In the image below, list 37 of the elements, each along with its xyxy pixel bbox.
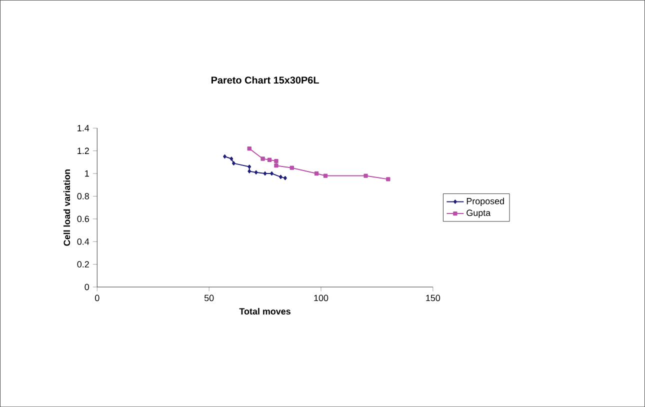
point (263, 171, 267, 176)
y-tick-label: 0.4 (77, 238, 90, 245)
y-tick-label: 0 (84, 284, 90, 290)
point (270, 171, 274, 176)
y-tick-label: 1 (85, 170, 89, 177)
chart-title: Pareto Chart 15x30P6L (211, 76, 319, 84)
y-tick-label: 0.6 (77, 216, 89, 222)
point (283, 176, 287, 180)
point (323, 174, 328, 178)
point (223, 154, 226, 159)
point (314, 171, 319, 176)
x-axis-title: Total moves (239, 308, 290, 314)
x-tick-label: 100 (314, 294, 328, 302)
y-tick-label: 1.2 (78, 148, 89, 154)
point (364, 174, 368, 178)
point (290, 166, 294, 170)
point (274, 158, 278, 164)
legend-label: Gupta (466, 210, 491, 218)
point (279, 174, 282, 179)
point (248, 164, 252, 169)
point (274, 163, 278, 168)
point (260, 156, 265, 161)
x-tick-label: 0 (94, 294, 100, 302)
point (386, 177, 390, 182)
point (254, 170, 258, 174)
y-tick-label: 0.2 (77, 261, 89, 268)
point (248, 169, 252, 174)
point (230, 156, 234, 161)
x-tick-label: 50 (204, 294, 214, 302)
x-tick-label: 150 (426, 294, 440, 302)
point (267, 158, 272, 162)
point (232, 161, 236, 166)
y-tick-label: 0.8 (77, 192, 89, 200)
legend-label: Proposed (466, 198, 504, 206)
y-tick-label: 1.4 (78, 124, 90, 132)
point (247, 146, 252, 151)
y-axis-title: Cell load variation (64, 169, 70, 246)
